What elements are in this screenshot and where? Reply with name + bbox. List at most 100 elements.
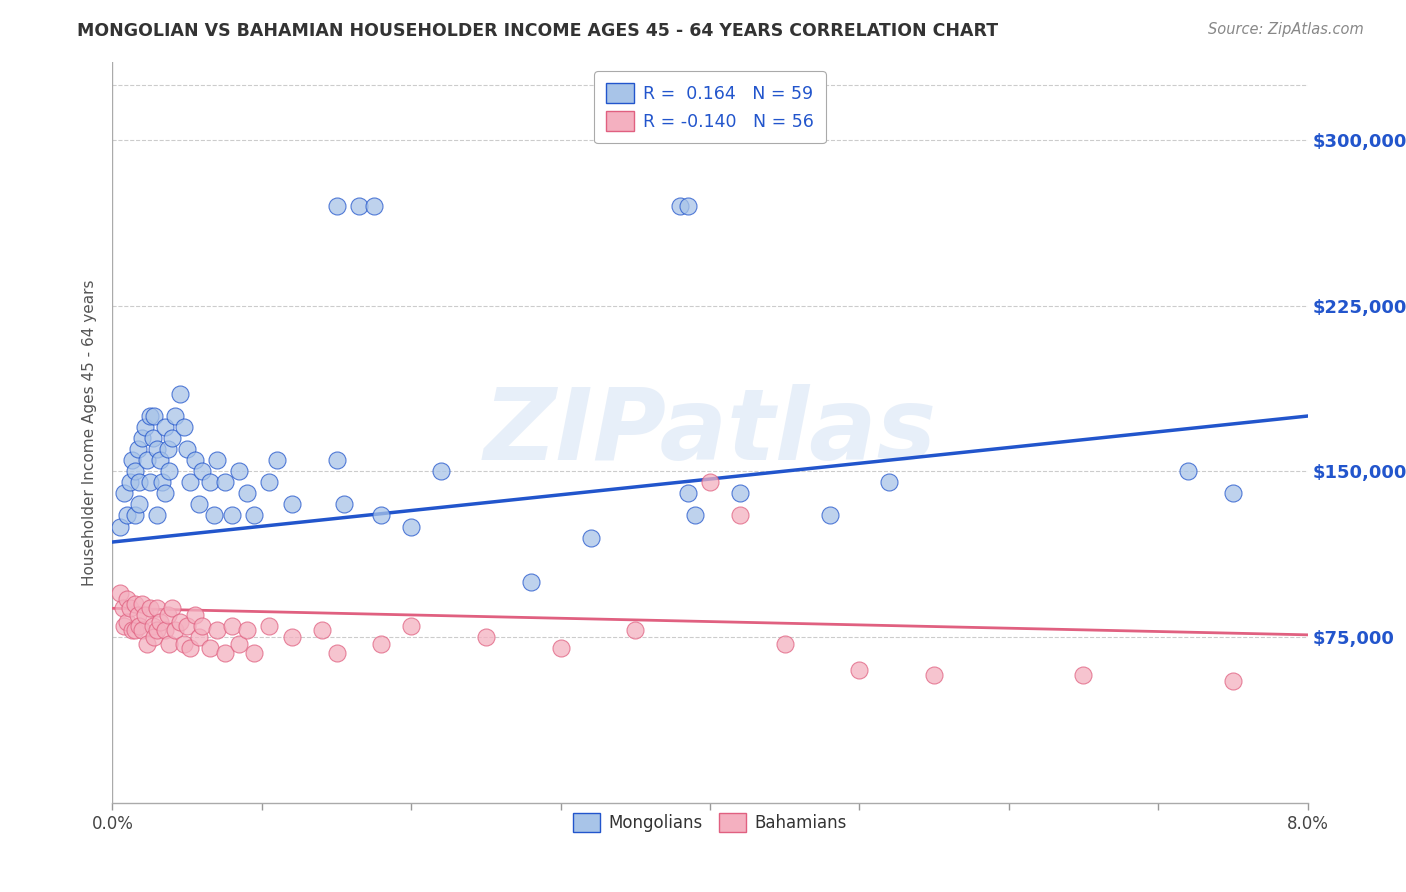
Point bbox=[922, 667, 945, 681]
Y-axis label: Householder Income Ages 45 - 64 years: Householder Income Ages 45 - 64 years bbox=[82, 279, 97, 586]
Point bbox=[259, 475, 281, 490]
Point bbox=[157, 464, 180, 478]
Point bbox=[669, 199, 692, 213]
Point bbox=[676, 199, 699, 213]
Text: Source: ZipAtlas.com: Source: ZipAtlas.com bbox=[1208, 22, 1364, 37]
Point bbox=[131, 597, 153, 611]
Point bbox=[1073, 667, 1095, 681]
Point bbox=[149, 453, 172, 467]
Point bbox=[128, 498, 150, 512]
Point bbox=[134, 607, 156, 622]
Point bbox=[124, 508, 146, 523]
Point bbox=[131, 431, 153, 445]
Point bbox=[124, 464, 146, 478]
Point bbox=[475, 630, 498, 644]
Point bbox=[156, 607, 179, 622]
Point bbox=[325, 453, 347, 467]
Point bbox=[520, 574, 543, 589]
Point bbox=[363, 199, 385, 213]
Point bbox=[153, 420, 176, 434]
Point bbox=[162, 431, 183, 445]
Point bbox=[311, 624, 333, 638]
Point bbox=[205, 624, 228, 638]
Point bbox=[202, 508, 225, 523]
Point bbox=[699, 475, 721, 490]
Point bbox=[169, 387, 191, 401]
Point bbox=[347, 199, 370, 213]
Point bbox=[214, 646, 236, 660]
Point bbox=[127, 442, 149, 457]
Point bbox=[281, 498, 304, 512]
Point bbox=[188, 498, 211, 512]
Point bbox=[143, 630, 166, 644]
Point bbox=[153, 624, 176, 638]
Point bbox=[146, 508, 169, 523]
Point bbox=[173, 637, 195, 651]
Point bbox=[848, 663, 870, 677]
Point bbox=[198, 475, 221, 490]
Point bbox=[124, 624, 146, 638]
Point bbox=[146, 624, 169, 638]
Point bbox=[139, 409, 162, 423]
Point bbox=[579, 531, 602, 545]
Point bbox=[111, 601, 134, 615]
Legend: Mongolians, Bahamians: Mongolians, Bahamians bbox=[567, 806, 853, 838]
Point bbox=[191, 619, 214, 633]
Point bbox=[624, 624, 647, 638]
Point bbox=[198, 641, 221, 656]
Point bbox=[266, 453, 288, 467]
Point bbox=[135, 637, 157, 651]
Point bbox=[550, 641, 572, 656]
Point bbox=[1222, 674, 1244, 689]
Point bbox=[162, 601, 183, 615]
Point bbox=[179, 641, 201, 656]
Point bbox=[176, 442, 198, 457]
Point bbox=[121, 453, 143, 467]
Point bbox=[120, 601, 142, 615]
Point bbox=[114, 619, 135, 633]
Text: MONGOLIAN VS BAHAMIAN HOUSEHOLDER INCOME AGES 45 - 64 YEARS CORRELATION CHART: MONGOLIAN VS BAHAMIAN HOUSEHOLDER INCOME… bbox=[77, 22, 998, 40]
Point bbox=[183, 453, 205, 467]
Point bbox=[131, 624, 153, 638]
Point bbox=[221, 619, 243, 633]
Point bbox=[259, 619, 281, 633]
Point bbox=[128, 475, 150, 490]
Point bbox=[128, 619, 150, 633]
Point bbox=[818, 508, 841, 523]
Point bbox=[728, 508, 751, 523]
Point bbox=[117, 592, 139, 607]
Point bbox=[149, 615, 172, 629]
Point bbox=[139, 601, 162, 615]
Point bbox=[325, 199, 347, 213]
Point bbox=[165, 409, 187, 423]
Point bbox=[188, 630, 211, 644]
Point bbox=[169, 615, 191, 629]
Point bbox=[183, 607, 205, 622]
Point bbox=[401, 619, 423, 633]
Point bbox=[179, 475, 201, 490]
Point bbox=[333, 498, 356, 512]
Point bbox=[156, 442, 179, 457]
Point bbox=[214, 475, 236, 490]
Point bbox=[683, 508, 706, 523]
Point bbox=[135, 453, 157, 467]
Point bbox=[773, 637, 796, 651]
Point bbox=[370, 508, 392, 523]
Point bbox=[121, 624, 143, 638]
Point bbox=[142, 619, 165, 633]
Point bbox=[325, 646, 347, 660]
Point bbox=[191, 464, 214, 478]
Point bbox=[108, 519, 131, 533]
Point bbox=[401, 519, 423, 533]
Point bbox=[430, 464, 453, 478]
Point bbox=[221, 508, 243, 523]
Point bbox=[236, 486, 259, 500]
Point bbox=[150, 475, 173, 490]
Point bbox=[139, 475, 162, 490]
Point bbox=[236, 624, 259, 638]
Point bbox=[243, 508, 266, 523]
Point bbox=[146, 442, 169, 457]
Point bbox=[124, 597, 146, 611]
Point bbox=[370, 637, 392, 651]
Point bbox=[117, 615, 139, 629]
